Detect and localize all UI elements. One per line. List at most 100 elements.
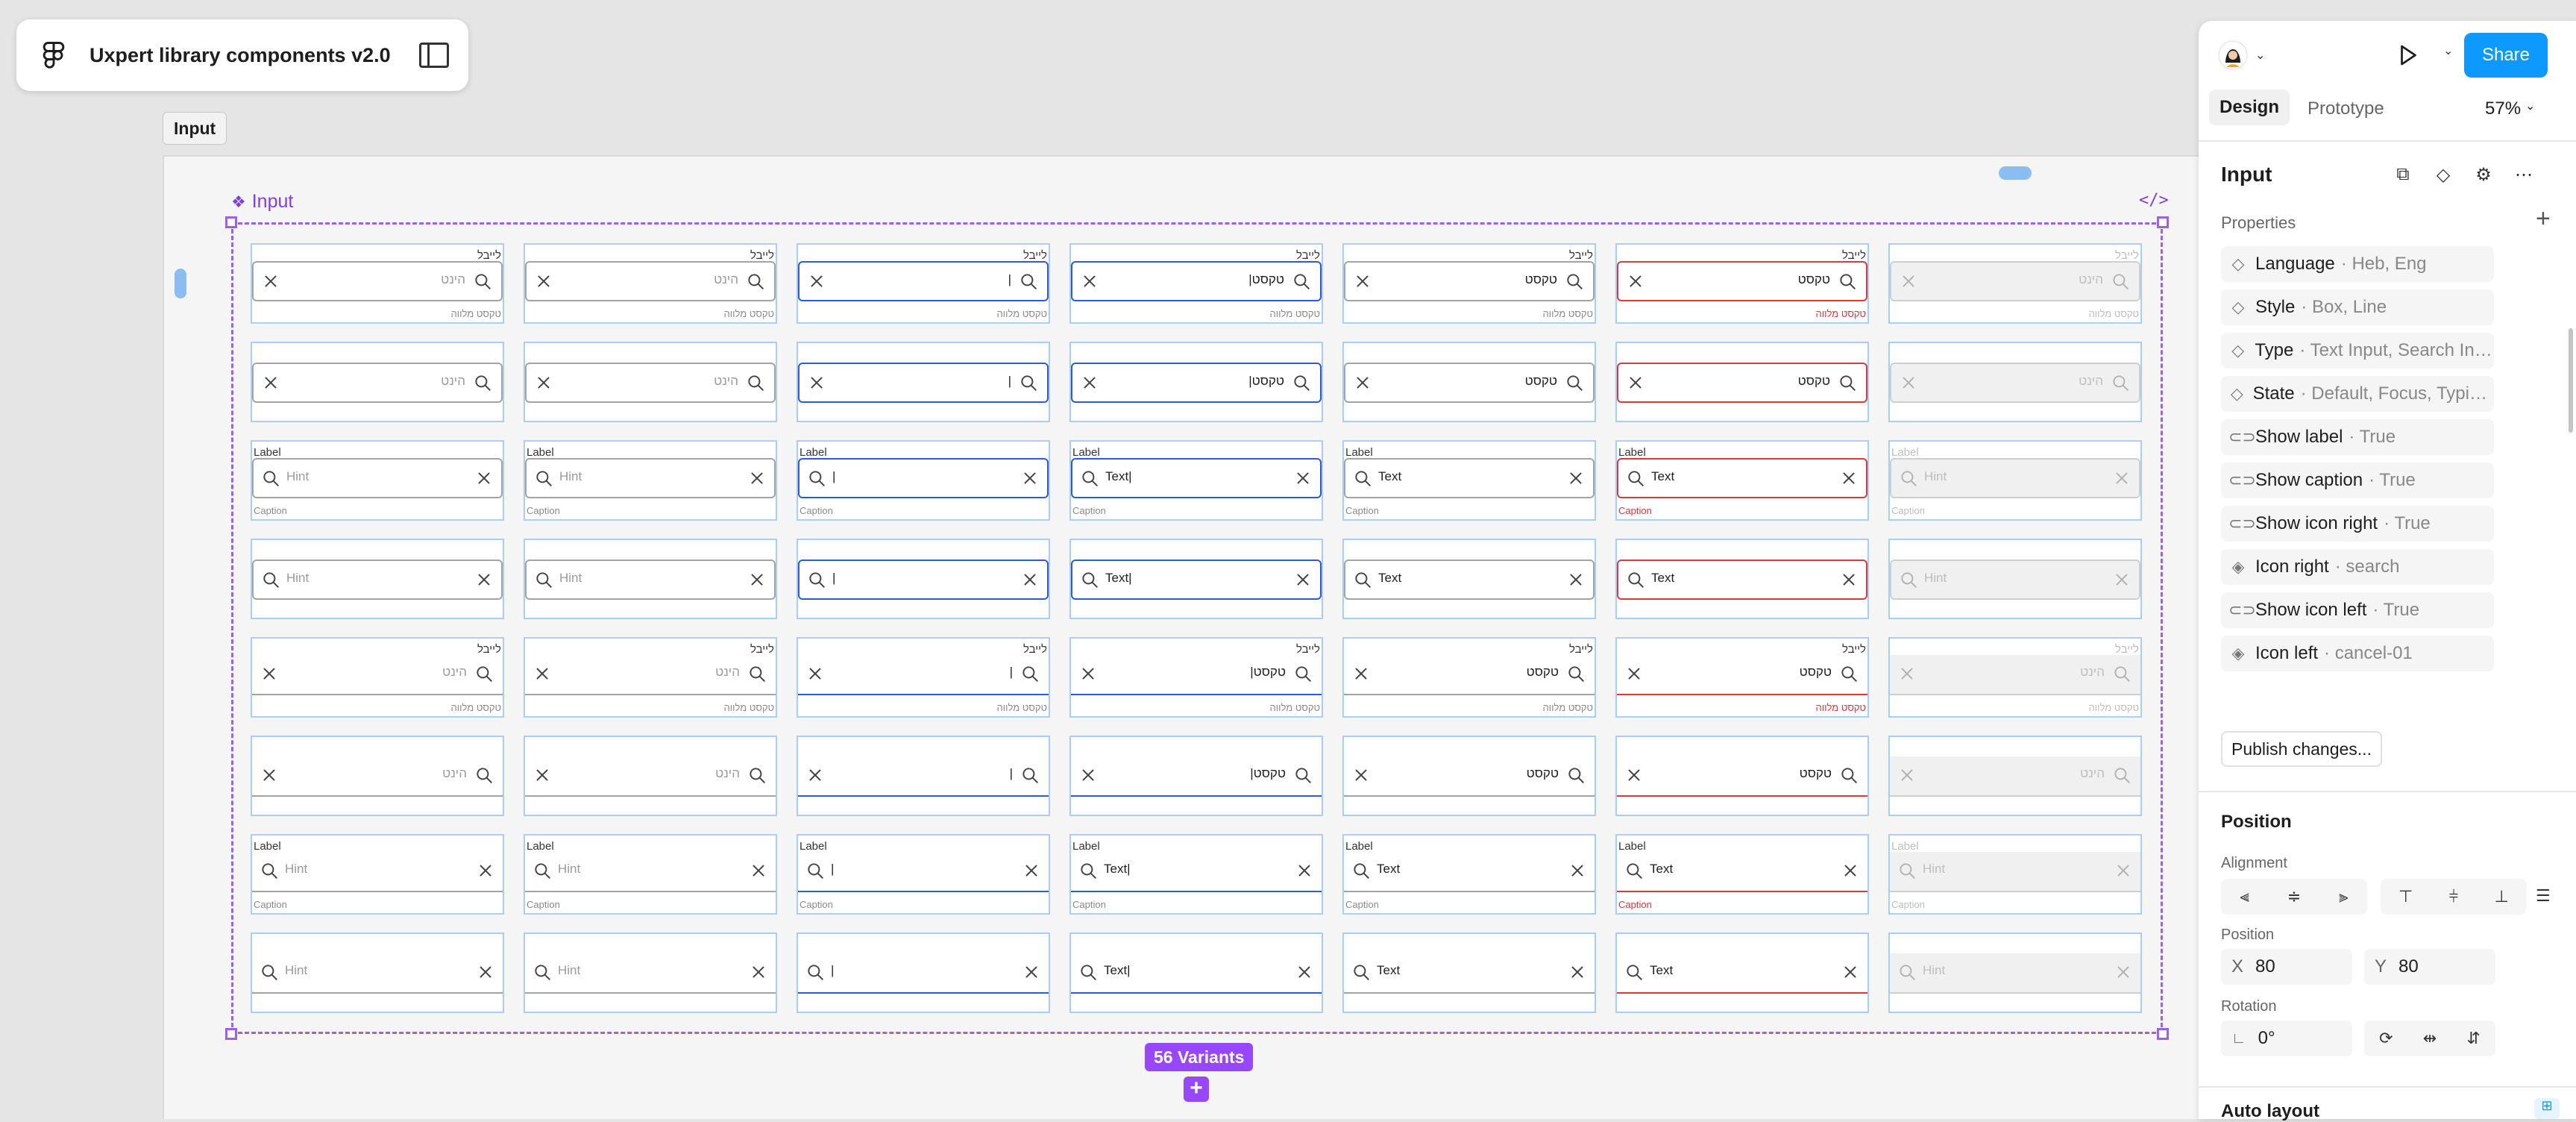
search-icon[interactable]: [1019, 373, 1038, 392]
component-set-label[interactable]: ❖ Input: [231, 191, 293, 213]
adjust-properties-icon[interactable]: ⚙: [2475, 164, 2492, 185]
input-field[interactable]: Text|: [1071, 852, 1322, 892]
search-icon[interactable]: [261, 468, 280, 488]
search-icon[interactable]: [261, 570, 280, 589]
input-field[interactable]: |טקסט: [1071, 655, 1322, 695]
search-icon[interactable]: [1353, 570, 1372, 589]
close-icon[interactable]: [1839, 468, 1859, 488]
input-field[interactable]: הינט: [525, 363, 776, 403]
search-icon[interactable]: [1078, 962, 1098, 982]
input-variant-ltr-line-default[interactable]: Hint: [251, 933, 504, 1013]
input-variant-rtl-line-disabled[interactable]: הינט: [1888, 736, 2142, 816]
search-icon[interactable]: [807, 570, 826, 589]
input-field[interactable]: Hint: [1890, 458, 2140, 498]
input-variant-ltr-box-disabled[interactable]: Hint: [1888, 539, 2142, 619]
input-field[interactable]: Hint: [1890, 852, 2140, 892]
resize-handle-bottom-right[interactable]: [2157, 1028, 2169, 1040]
sidebar-toggle-icon[interactable]: [419, 43, 449, 68]
search-icon[interactable]: [534, 570, 553, 589]
close-icon[interactable]: [1568, 962, 1587, 982]
input-field[interactable]: טקסט: [1617, 655, 1867, 695]
input-field[interactable]: |: [798, 756, 1049, 797]
input-variant-ltr-line-disabled[interactable]: Hint: [1888, 933, 2142, 1013]
close-icon[interactable]: [261, 272, 280, 291]
close-icon[interactable]: [1897, 765, 1917, 785]
flip-horizontal-icon[interactable]: ⇹: [2422, 1029, 2437, 1047]
search-icon[interactable]: [1080, 468, 1099, 488]
search-icon[interactable]: [1351, 962, 1371, 982]
input-variant-rtl-box-disabled[interactable]: לייבל הינט טקסט מלווה: [1888, 243, 2142, 324]
close-icon[interactable]: [476, 962, 495, 982]
user-avatar-menu[interactable]: ⌄: [2218, 40, 2265, 70]
component-set-selection[interactable]: [231, 222, 2163, 1034]
scrollbar-track[interactable]: [2564, 224, 2576, 746]
input-field[interactable]: הינט: [1890, 756, 2140, 797]
frame-name-tag[interactable]: Input: [163, 112, 227, 145]
more-options-icon[interactable]: ⋯: [2515, 164, 2533, 185]
close-icon[interactable]: [1080, 373, 1099, 392]
figma-logo-icon[interactable]: [37, 39, 70, 72]
input-field[interactable]: |טקסט: [1071, 261, 1322, 301]
close-icon[interactable]: [805, 765, 825, 785]
input-variant-rtl-box-hover[interactable]: הינט: [524, 342, 777, 422]
close-icon[interactable]: [1626, 373, 1645, 392]
search-icon[interactable]: [1078, 861, 1098, 880]
input-field[interactable]: טקסט: [1344, 756, 1595, 797]
input-variant-ltr-line-focus[interactable]: Label | Caption: [797, 834, 1050, 915]
property-row-show-caption[interactable]: ⊂⊃ Show caption · True: [2221, 463, 2494, 498]
search-icon[interactable]: [1624, 962, 1644, 982]
input-field[interactable]: הינט: [525, 261, 776, 301]
input-variant-rtl-box-error[interactable]: לייבל טקסט טקסט מלווה: [1615, 243, 1869, 324]
search-icon[interactable]: [1838, 272, 1857, 291]
search-icon[interactable]: [1019, 272, 1038, 291]
input-field[interactable]: הינט: [252, 655, 503, 695]
input-variant-rtl-box-filled[interactable]: טקסט: [1342, 342, 1596, 422]
input-field[interactable]: Hint: [525, 458, 776, 498]
input-variant-ltr-line-typing[interactable]: Text|: [1069, 933, 1323, 1013]
close-icon[interactable]: [1568, 861, 1587, 880]
input-field[interactable]: Text|: [1071, 953, 1322, 994]
input-variant-ltr-box-focus[interactable]: |: [797, 539, 1050, 619]
search-icon[interactable]: [533, 962, 552, 982]
close-icon[interactable]: [533, 664, 552, 683]
input-variant-rtl-line-typing[interactable]: |טקסט: [1069, 736, 1323, 816]
close-icon[interactable]: [749, 861, 768, 880]
close-icon[interactable]: [807, 373, 826, 392]
close-icon[interactable]: [1626, 272, 1645, 291]
search-icon[interactable]: [1020, 664, 1040, 683]
close-icon[interactable]: [476, 861, 495, 880]
input-field[interactable]: Text: [1617, 953, 1867, 994]
search-icon[interactable]: [1899, 570, 1918, 589]
dev-mode-code-icon[interactable]: </>: [2139, 191, 2169, 210]
input-field[interactable]: הינט: [1890, 261, 2140, 301]
resize-handle-bottom-left[interactable]: [225, 1028, 237, 1040]
search-icon[interactable]: [1897, 962, 1917, 982]
input-variant-ltr-line-filled[interactable]: Label Text Caption: [1342, 834, 1596, 915]
search-icon[interactable]: [474, 664, 494, 683]
property-row-icon-right[interactable]: ◈ Icon right · search: [2221, 549, 2494, 585]
close-icon[interactable]: [749, 962, 768, 982]
rotate-90-icon[interactable]: ⟳: [2379, 1029, 2393, 1047]
search-icon[interactable]: [2112, 765, 2132, 785]
search-icon[interactable]: [260, 861, 279, 880]
close-icon[interactable]: [1022, 962, 1041, 982]
input-field[interactable]: טקסט: [1344, 261, 1595, 301]
input-field[interactable]: הינט: [1890, 655, 2140, 695]
input-variant-rtl-line-hover[interactable]: לייבל הינט טקסט מלווה: [524, 637, 777, 718]
input-field[interactable]: Text|: [1071, 560, 1322, 600]
input-variant-ltr-box-error[interactable]: Label Text Caption: [1615, 440, 1869, 521]
close-icon[interactable]: [474, 570, 494, 589]
input-variant-ltr-line-default[interactable]: Label Hint Caption: [251, 834, 504, 915]
input-variant-ltr-line-filled[interactable]: Text: [1342, 933, 1596, 1013]
search-icon[interactable]: [1626, 570, 1645, 589]
input-variant-ltr-box-typing[interactable]: Label Text| Caption: [1069, 440, 1323, 521]
search-icon[interactable]: [2112, 664, 2132, 683]
search-icon[interactable]: [1566, 765, 1586, 785]
search-icon[interactable]: [1839, 765, 1859, 785]
search-icon[interactable]: [1293, 664, 1313, 683]
close-icon[interactable]: [747, 468, 767, 488]
search-icon[interactable]: [1838, 373, 1857, 392]
go-to-main-component-icon[interactable]: ⧉: [2396, 164, 2410, 184]
input-variant-ltr-line-focus[interactable]: |: [797, 933, 1050, 1013]
property-row-show-icon-right[interactable]: ⊂⊃ Show icon right · True: [2221, 506, 2494, 542]
